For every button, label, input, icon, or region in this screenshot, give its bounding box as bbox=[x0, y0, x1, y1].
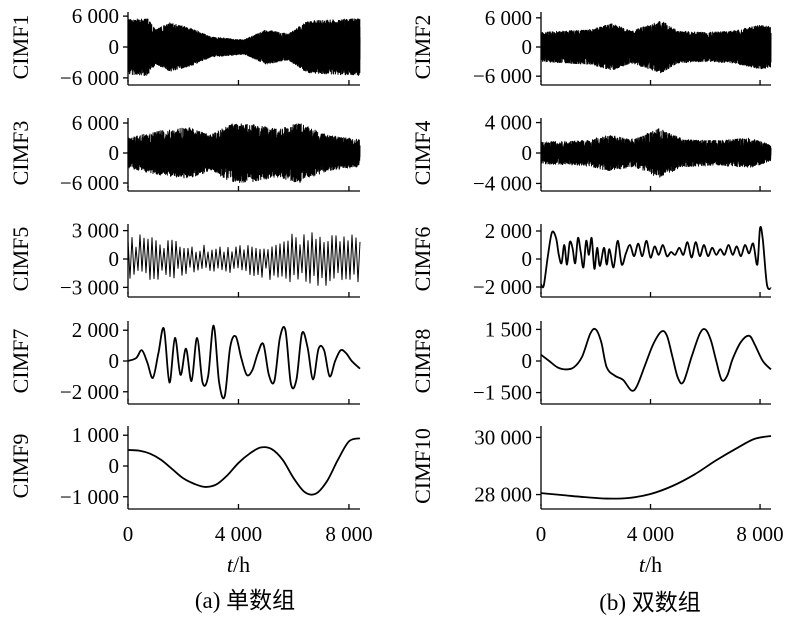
y-tick-label: 30 000 bbox=[474, 425, 532, 449]
y-tick-label: 0 bbox=[109, 454, 120, 478]
y-axis-label: CIMF6 bbox=[410, 227, 435, 292]
y-tick-label: 0 bbox=[522, 141, 533, 165]
y-tick-label: −6 000 bbox=[473, 64, 532, 88]
y-tick-label: 2 000 bbox=[485, 219, 532, 243]
series-line bbox=[127, 232, 361, 286]
y-tick-label: −3 000 bbox=[60, 275, 119, 299]
series-line bbox=[127, 324, 361, 400]
panel-cimf4: 4 000 0 −4 000 CIMF4 bbox=[410, 111, 772, 195]
y-tick-label: −1 500 bbox=[473, 381, 532, 405]
y-tick-label: 0 bbox=[522, 247, 533, 271]
panel-cimf10: 30 000 28 000 CIMF10 bbox=[410, 425, 772, 510]
y-axis-label: CIMF9 bbox=[8, 434, 33, 499]
y-tick-label: 4 000 bbox=[485, 111, 532, 135]
caption-left: (a) 单数组 bbox=[195, 588, 295, 613]
panel-cimf9: 1 000 0 −1 000 CIMF9 bbox=[8, 423, 361, 510]
y-tick-label: 6 000 bbox=[72, 111, 119, 135]
series-line bbox=[540, 128, 772, 178]
y-tick-label: 0 bbox=[109, 349, 120, 373]
y-tick-label: 1 000 bbox=[72, 423, 119, 447]
y-axis-label: CIMF7 bbox=[8, 329, 33, 394]
y-axis-label: CIMF1 bbox=[8, 15, 33, 80]
y-axis-label: CIMF4 bbox=[410, 121, 435, 186]
y-tick-label: 6 000 bbox=[72, 4, 119, 28]
panel-cimf5: 3 000 0 −3 000 CIMF5 bbox=[8, 219, 361, 299]
y-tick-label: −6 000 bbox=[60, 171, 119, 195]
y-tick-label: 0 bbox=[522, 35, 533, 59]
y-tick-label: 0 bbox=[522, 349, 533, 373]
series-line bbox=[540, 327, 772, 392]
series-line bbox=[540, 225, 772, 290]
y-tick-label: −2 000 bbox=[473, 275, 532, 299]
y-tick-label: 6 000 bbox=[485, 6, 532, 30]
panel-cimf6: 2 000 0 −2 000 CIMF6 bbox=[410, 219, 772, 299]
y-tick-label: −6 000 bbox=[60, 66, 119, 90]
y-tick-label: −2 000 bbox=[60, 380, 119, 404]
caption-right: (b) 双数组 bbox=[599, 590, 701, 615]
x-tick-label: 4 000 bbox=[627, 522, 674, 546]
y-axis-label: CIMF2 bbox=[410, 15, 435, 80]
y-axis-label: CIMF5 bbox=[8, 227, 33, 292]
y-tick-label: 1 500 bbox=[485, 317, 532, 341]
y-tick-label: −1 000 bbox=[60, 485, 119, 509]
y-tick-label: 0 bbox=[109, 141, 120, 165]
x-tick-label: 4 000 bbox=[215, 522, 262, 546]
x-axis-label: t/h bbox=[227, 552, 250, 577]
y-axis-label: CIMF10 bbox=[410, 428, 435, 504]
y-axis-label: CIMF8 bbox=[410, 329, 435, 394]
panel-cimf7: 2 000 0 −2 000 CIMF7 bbox=[8, 318, 361, 405]
y-tick-label: −4 000 bbox=[473, 171, 532, 195]
y-tick-label: 28 000 bbox=[474, 483, 532, 507]
panel-cimf8: 1 500 0 −1 500 CIMF8 bbox=[410, 317, 772, 405]
y-tick-label: 3 000 bbox=[72, 219, 119, 243]
series-line bbox=[127, 18, 361, 76]
panel-cimf3: 6 000 0 −6 000 CIMF3 bbox=[8, 111, 361, 195]
x-axis-label: t/h bbox=[639, 552, 662, 577]
x-tick-label: 8 000 bbox=[325, 522, 372, 546]
x-tick-label: 0 bbox=[536, 522, 547, 546]
series-line bbox=[127, 123, 361, 183]
y-tick-label: 0 bbox=[109, 247, 120, 271]
x-tick-label: 8 000 bbox=[736, 522, 783, 546]
y-tick-label: 2 000 bbox=[72, 318, 119, 342]
series-line bbox=[540, 20, 772, 74]
y-axis-label: CIMF3 bbox=[8, 121, 33, 186]
panel-cimf2: 6 000 0 −6 000 CIMF2 bbox=[410, 6, 772, 88]
x-tick-label: 0 bbox=[123, 522, 134, 546]
series-line bbox=[127, 437, 361, 496]
series-line bbox=[540, 435, 772, 500]
panel-cimf1: 6 000 0 −6 000 CIMF1 bbox=[8, 4, 361, 90]
y-tick-label: 0 bbox=[109, 35, 120, 59]
